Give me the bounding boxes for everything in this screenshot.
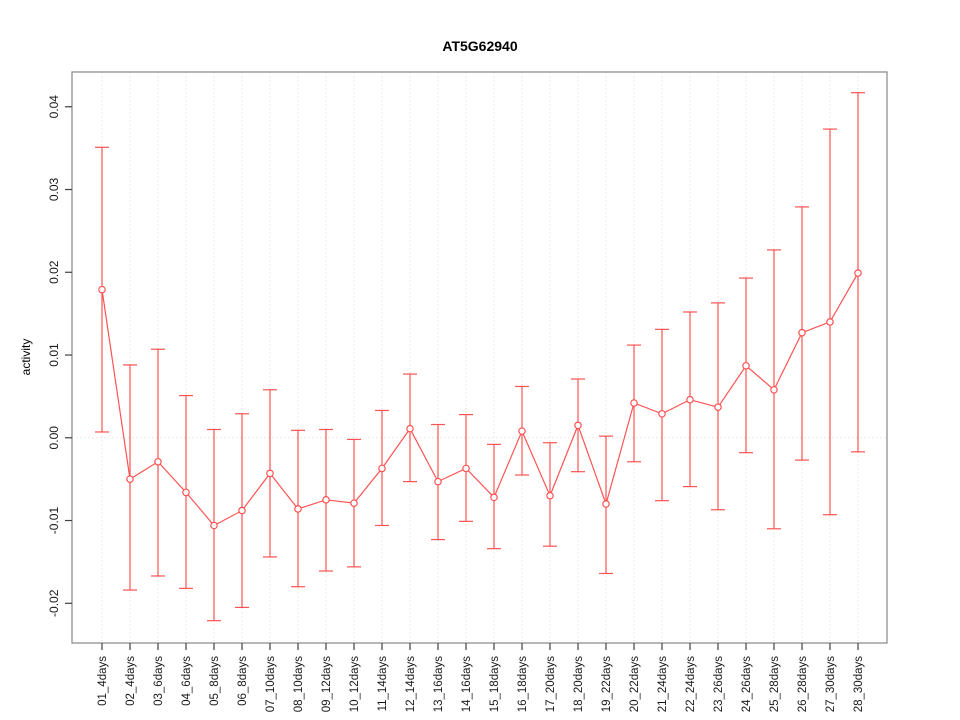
data-point — [602, 500, 610, 508]
data-point — [462, 464, 470, 473]
data-point — [210, 521, 218, 530]
x-tick-label: 22_24days — [685, 656, 697, 713]
x-tick-label: 13_16days — [433, 656, 445, 713]
x-tick-label: 12_14days — [405, 656, 417, 713]
chart-title: AT5G62940 — [442, 38, 518, 54]
data-point — [686, 395, 694, 404]
data-point — [182, 488, 190, 497]
data-point — [98, 285, 106, 294]
data-point — [350, 499, 358, 507]
data-point — [574, 421, 582, 430]
x-tick-label: 27_30days — [825, 656, 837, 713]
series-line — [101, 272, 859, 527]
data-point — [406, 424, 414, 433]
x-tick-label: 16_18days — [517, 656, 529, 713]
y-tick-label: 0.01 — [47, 343, 61, 367]
x-tick-label: 07_10days — [265, 656, 277, 713]
data-point — [322, 496, 330, 504]
data-point — [714, 403, 722, 411]
x-tick-label: 05_8days — [209, 656, 221, 706]
data-point — [546, 491, 554, 500]
x-tick-label: 28_30days — [853, 656, 865, 713]
x-tick-label: 14_16days — [461, 656, 473, 713]
x-tick-label: 21_24days — [657, 656, 669, 713]
y-tick-label: -0.01 — [47, 507, 61, 535]
x-tick-label: 09_12days — [321, 656, 333, 713]
x-tick-label: 23_26days — [713, 656, 725, 713]
y-tick-label: 0.04 — [47, 95, 61, 119]
x-tick-label: 17_20days — [545, 656, 557, 713]
y-tick-label: -0.02 — [47, 589, 61, 617]
data-point — [266, 469, 274, 478]
plot-frame — [71, 71, 888, 644]
data-point — [154, 457, 162, 466]
x-tick-label: 18_20days — [573, 656, 585, 713]
x-tick-label: 08_10days — [293, 656, 305, 713]
data-point — [518, 427, 526, 435]
x-tick-label: 24_26days — [741, 656, 753, 713]
y-tick-label: 0.03 — [47, 178, 61, 202]
data-point — [434, 477, 442, 486]
x-tick-label: 11_14days — [377, 656, 389, 712]
x-tick-label: 15_18days — [489, 656, 501, 713]
data-point — [826, 318, 834, 326]
data-point — [490, 493, 498, 502]
data-point — [798, 328, 806, 337]
x-tick-label: 25_28days — [769, 656, 781, 713]
data-point — [770, 385, 778, 394]
x-tick-label: 26_28days — [797, 656, 809, 713]
x-tick-label: 03_6days — [153, 656, 165, 706]
x-tick-label: 19_22days — [601, 656, 613, 713]
x-tick-label: 02_4days — [125, 656, 137, 706]
x-tick-label: 01_4days — [97, 656, 109, 706]
data-point — [630, 399, 638, 407]
x-tick-label: 10_12days — [349, 656, 361, 713]
y-tick-label: 0.00 — [47, 426, 61, 450]
data-point — [378, 464, 386, 473]
data-point — [854, 269, 862, 277]
x-tick-label: 04_6days — [181, 656, 193, 706]
x-tick-label: 06_8days — [237, 656, 249, 706]
data-point — [238, 506, 246, 515]
data-point — [126, 475, 134, 483]
y-tick-label: 0.02 — [47, 260, 61, 284]
data-point — [658, 409, 666, 418]
data-point — [742, 361, 750, 370]
data-point — [294, 505, 302, 513]
x-tick-label: 20_22days — [629, 656, 641, 713]
